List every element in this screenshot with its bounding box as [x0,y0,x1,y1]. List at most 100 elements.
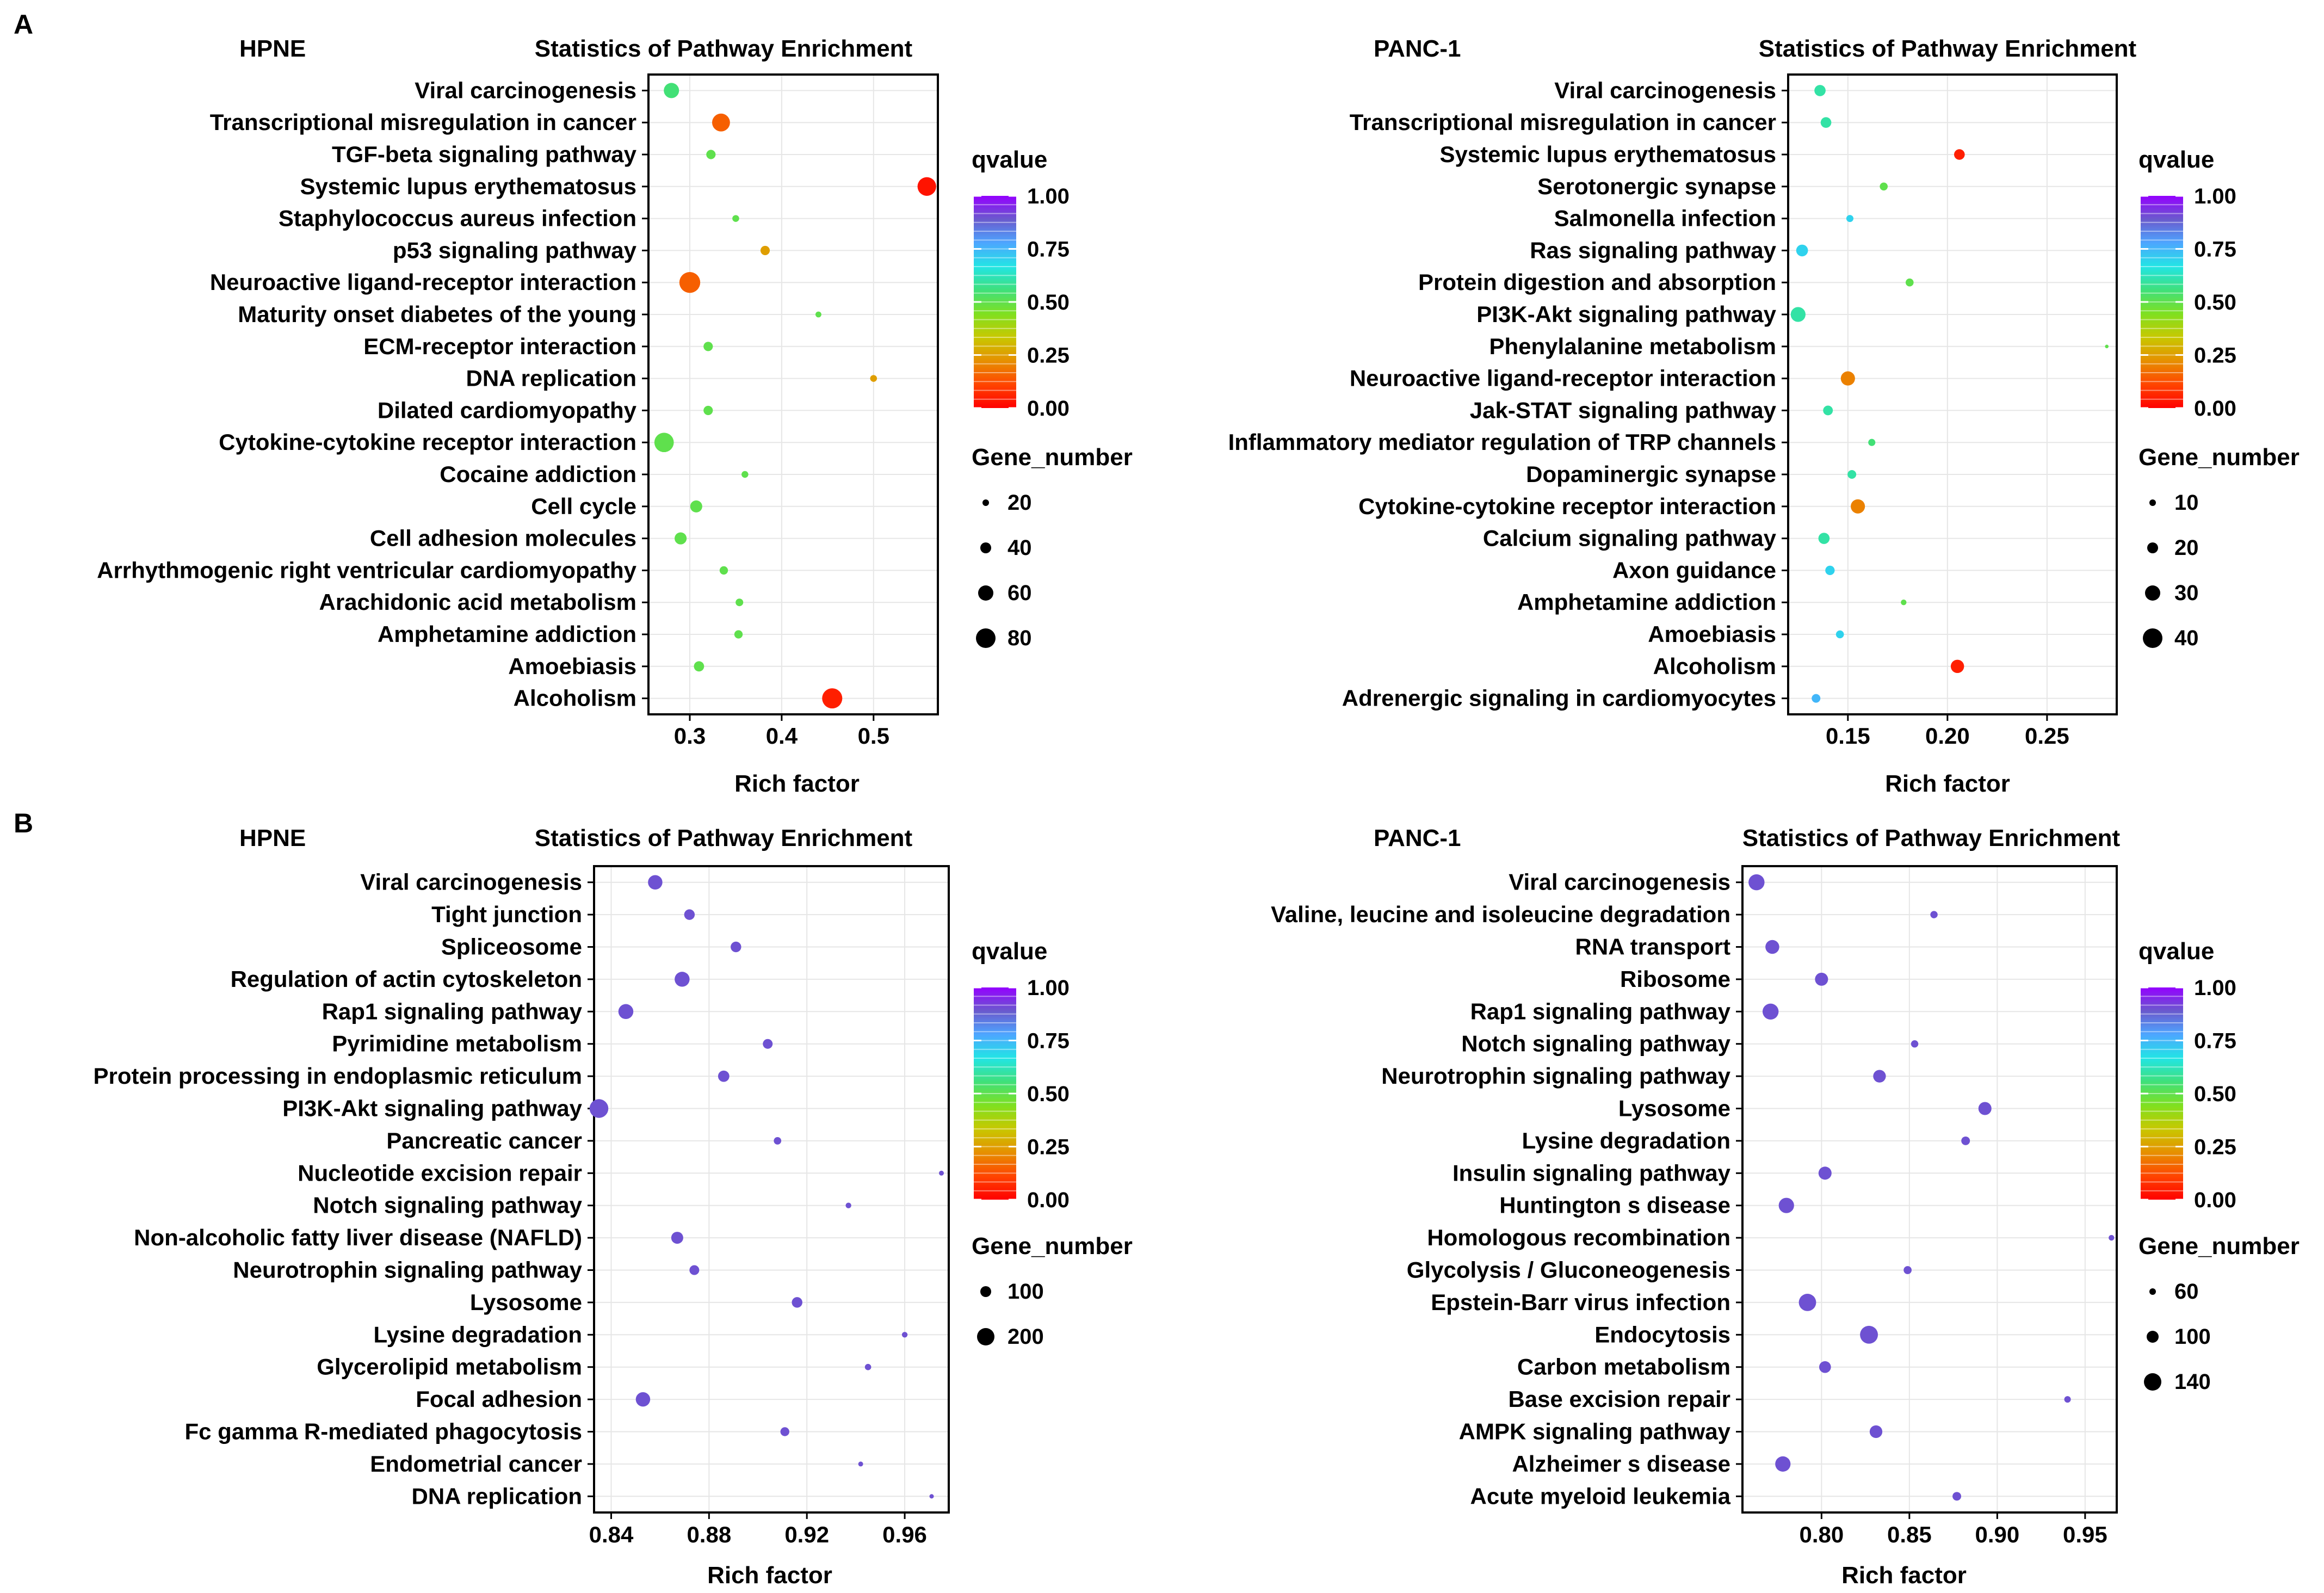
y-tick-label: Epstein-Barr virus infection [1431,1289,1730,1315]
y-tick-label: Rap1 signaling pathway [322,998,583,1024]
data-point [858,1461,863,1467]
y-tick-label: Insulin signaling pathway [1453,1160,1731,1186]
colorbar-title: qvalue [2138,146,2214,173]
y-tick-label: ECM-receptor interaction [363,334,636,359]
y-tick-label: Carbon metabolism [1517,1354,1730,1380]
data-point [732,215,739,222]
y-tick-label: Amoebiasis [508,653,636,679]
data-point [712,113,730,132]
y-tick-label: Arachidonic acid metabolism [319,589,637,615]
y-tick-label: Alcoholism [1653,653,1776,679]
colorbar-tick-label: 0.25 [1027,1135,1070,1159]
x-tick-label: 0.15 [1826,723,1870,749]
data-point [1851,499,1865,514]
data-point [1825,565,1835,576]
x-tick-label: 0.3 [674,723,706,749]
x-tick-label: 0.88 [687,1522,731,1547]
y-tick-label: Transcriptional misregulation in cancer [1350,109,1776,135]
chart-title: Statistics of Pathway Enrichment [535,35,913,62]
colorbar-tick-label: 1.00 [2194,976,2236,1000]
data-point [589,1099,609,1118]
data-point [2064,1396,2071,1403]
x-tick-label: 0.92 [784,1522,829,1547]
colorbar-tick-label: 0.75 [2194,1029,2236,1053]
cell-name: HPNE [239,825,306,851]
y-tick-label: Amphetamine addiction [1517,589,1776,615]
data-point [654,433,674,453]
colorbar-title: qvalue [972,146,1047,173]
y-tick-label: Non-alcoholic fatty liver disease (NAFLD… [134,1225,582,1250]
x-axis-label: Rich factor [1841,1562,1967,1589]
y-tick-label: DNA replication [412,1483,582,1509]
chart-a-hpne: HPNE Statistics of Pathway Enrichment Vi… [97,35,1133,797]
data-point [1950,659,1964,674]
size-legend-dot [976,628,996,648]
y-tick-label: Salmonella infection [1554,206,1776,231]
data-point [1835,630,1844,639]
y-tick-label: Viral carcinogenesis [1554,77,1776,103]
data-point [694,661,704,672]
colorbar-tick-label: 0.50 [2194,291,2236,314]
data-point [1748,874,1765,891]
y-tick-label: p53 signaling pathway [393,237,637,263]
data-point [1818,533,1830,544]
x-tick-label: 0.4 [766,723,798,749]
y-tick-label: Amoebiasis [1648,621,1776,647]
data-point [684,909,695,920]
size-legend-title: Gene_number [972,1233,1133,1259]
data-point [1954,149,1965,160]
size-legend-label: 100 [1008,1280,1044,1304]
y-tick-label: Notch signaling pathway [313,1193,582,1218]
data-point [1823,405,1833,416]
chart-b-panc1: PANC-1 Statistics of Pathway Enrichment … [1271,825,2300,1589]
y-tick-label: Tight junction [431,902,582,927]
y-tick-label: Systemic lupus erythematosus [300,174,636,199]
cell-name: PANC-1 [1374,825,1461,851]
data-point [1847,470,1857,479]
y-tick-label: Protein processing in endoplasmic reticu… [93,1063,582,1089]
size-legend-dot [2147,542,2158,553]
data-point [901,1332,908,1338]
y-tick-label: Dopaminergic synapse [1526,461,1776,487]
data-point [706,150,716,159]
plot-area [1788,75,2117,714]
y-tick-label: Cytokine-cytokine receptor interaction [1358,493,1776,519]
data-point [703,342,713,351]
y-tick-label: Phenylalanine metabolism [1489,334,1776,359]
y-tick-label: Cell adhesion molecules [370,526,636,551]
y-tick-label: Dilated cardiomyopathy [378,397,637,423]
y-tick-label: Focal adhesion [416,1386,582,1412]
y-tick-label: Jak-STAT signaling pathway [1470,397,1777,423]
y-tick-label: Valine, leucine and isoleucine degradati… [1271,902,1730,927]
data-point [845,1202,851,1208]
x-axis-label: Rich factor [707,1562,832,1589]
data-point [1814,85,1826,96]
size-legend-dot [982,499,989,506]
colorbar-title: qvalue [972,938,1047,965]
chart-b-hpne: HPNE Statistics of Pathway Enrichment Vi… [93,825,1132,1589]
size-legend-title: Gene_number [972,444,1133,471]
colorbar-tick-label: 0.00 [2194,397,2236,421]
y-tick-label: Nucleotide excision repair [298,1160,582,1186]
data-point [1868,439,1876,446]
size-legend-dot [2145,585,2160,601]
plot-frame [593,865,950,1514]
y-tick-label: Neurotrophin signaling pathway [1381,1063,1730,1089]
size-legend-title: Gene_number [2138,1233,2300,1259]
y-tick-label: AMPK signaling pathway [1459,1419,1731,1444]
chart-title: Statistics of Pathway Enrichment [1759,35,2137,62]
size-legend-dot [2147,1331,2159,1343]
data-point [1765,940,1779,954]
data-point [2109,1234,2115,1241]
colorbar-tick-label: 0.75 [2194,238,2236,262]
y-tick-label: Neuroactive ligand-receptor interaction [1350,366,1776,391]
y-tick-label: Ribosome [1620,966,1730,992]
y-tick-label: Huntington s disease [1499,1193,1730,1218]
y-tick-label: Pyrimidine metabolism [332,1031,582,1057]
colorbar-tick-label: 0.50 [1027,1082,1070,1106]
cell-name: PANC-1 [1374,35,1461,62]
y-tick-label: Cocaine addiction [440,461,636,487]
y-tick-label: Calcium signaling pathway [1483,526,1777,551]
data-point [760,245,770,255]
y-tick-label: Lysine degradation [1522,1128,1730,1153]
